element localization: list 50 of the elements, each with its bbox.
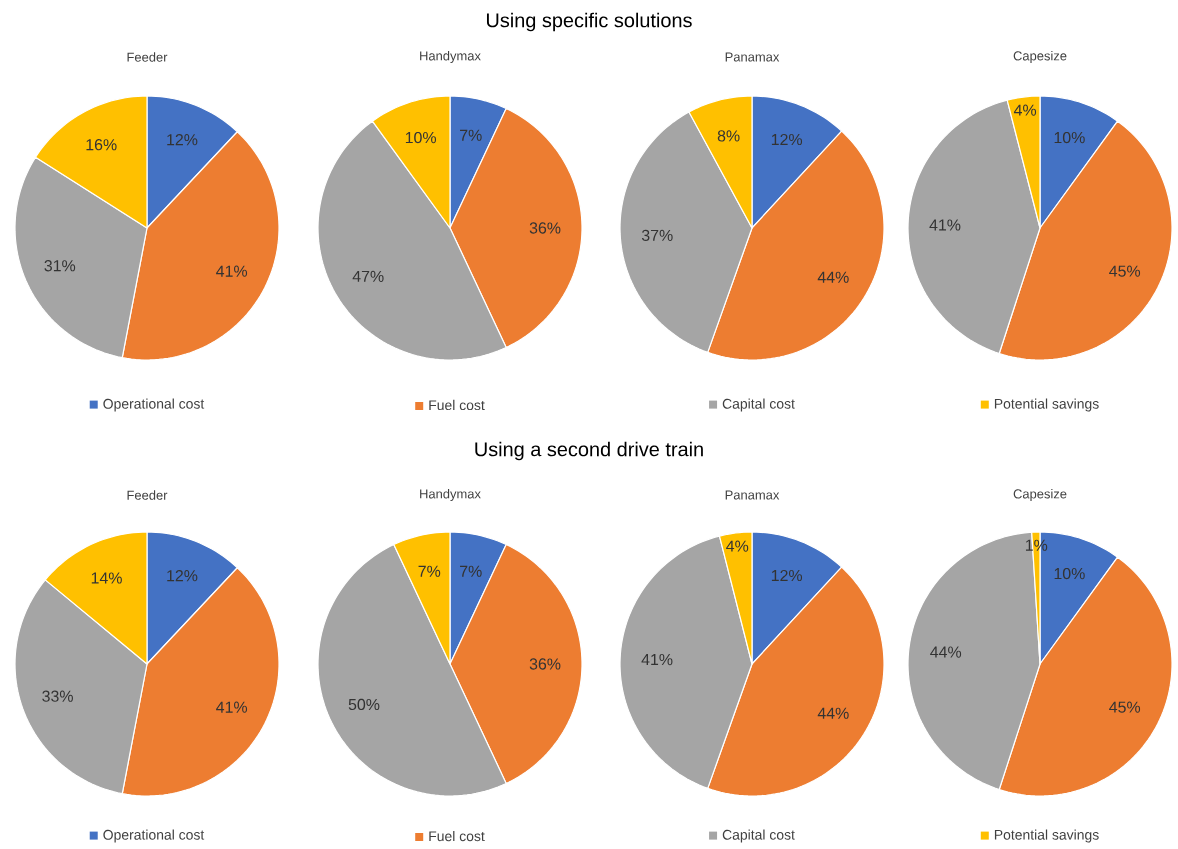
data-label: 44% (817, 271, 849, 283)
chart-title: Feeder (127, 52, 168, 62)
data-label: 10% (405, 131, 437, 144)
data-label: 7% (418, 565, 441, 577)
data-label: 7% (460, 565, 482, 577)
text: Using a second drive train (475, 441, 703, 461)
data-label: 12% (771, 133, 803, 146)
chart-title: Panamax (725, 52, 780, 62)
data-label: 7% (460, 129, 482, 141)
legend-label: Operational cost (103, 829, 205, 843)
data-label: 12% (771, 569, 803, 582)
legend-label: Fuel cost (429, 830, 485, 842)
data-label: 41% (216, 701, 248, 713)
data-label: 37% (641, 229, 673, 242)
chart-title: Capesize (1013, 50, 1067, 64)
data-label: 47% (352, 270, 384, 282)
data-label: 14% (91, 572, 122, 584)
data-label: 4% (726, 540, 749, 552)
data-label: 36% (529, 222, 561, 234)
data-label: 1% (1025, 539, 1048, 551)
data-label: 12% (167, 570, 198, 582)
data-label: 45% (1109, 701, 1141, 713)
legend-label: Potential savings (994, 398, 1099, 412)
data-label: 31% (44, 260, 76, 272)
legend-label: Capital cost (722, 398, 795, 412)
legend-label: Potential savings (994, 829, 1099, 843)
chart-title: Capesize (1013, 488, 1067, 502)
legend-label: Fuel cost (429, 399, 485, 411)
data-label: 12% (167, 134, 198, 146)
chart-title: Panamax (725, 490, 780, 500)
data-label: 45% (1109, 265, 1141, 277)
data-label: 16% (86, 139, 117, 151)
chart-title: Feeder (127, 490, 168, 500)
data-label: 8% (717, 130, 740, 142)
legend-label: Operational cost (103, 398, 205, 412)
data-label: 10% (1054, 567, 1085, 580)
text: Using specific solutions (486, 12, 692, 32)
data-label: 44% (930, 646, 962, 658)
data-label: 41% (929, 219, 961, 231)
data-label: 41% (641, 653, 673, 666)
legend-label: Capital cost (722, 829, 795, 843)
data-label: 36% (529, 658, 561, 670)
chart-title: Handymax (420, 50, 481, 64)
data-label: 10% (1054, 131, 1085, 144)
data-label: 44% (817, 707, 849, 719)
data-label: 33% (42, 690, 73, 702)
data-label: 50% (348, 698, 380, 711)
data-label: 4% (1013, 104, 1037, 116)
chart-title: Handymax (420, 488, 481, 502)
data-label: 41% (216, 265, 248, 277)
